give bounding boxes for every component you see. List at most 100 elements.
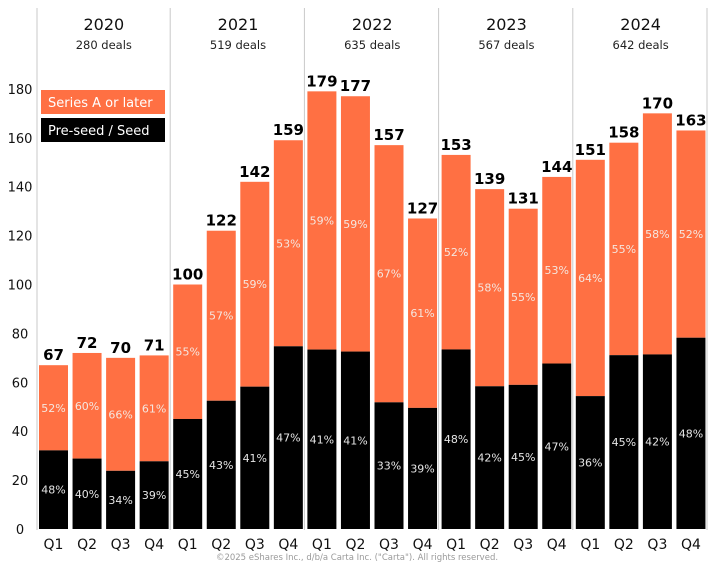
year-dividers xyxy=(36,8,708,530)
bar-total-label: 163 xyxy=(675,111,706,129)
bar-segment-series-a xyxy=(273,140,303,347)
y-tick-label: 80 xyxy=(12,327,29,342)
y-tick-label: 160 xyxy=(8,132,33,147)
bar-segment-series-a xyxy=(575,159,605,397)
copyright-footer: ©2025 eShares Inc., d/b/a Carta Inc. ("C… xyxy=(216,553,498,563)
legend-swatch-seed xyxy=(41,118,165,142)
year-label: 2024 xyxy=(620,15,661,34)
seed-pct-label: 41% xyxy=(343,434,367,447)
bar-segment-seed xyxy=(39,450,68,529)
legend-label-series-a: Series A or later xyxy=(48,96,153,111)
bar-segment-seed xyxy=(240,386,270,529)
seed-pct-label: 39% xyxy=(142,489,166,502)
seed-pct-label: 40% xyxy=(75,488,99,501)
bar-total-label: 170 xyxy=(642,94,673,112)
y-tick-label: 20 xyxy=(12,474,29,489)
bar-segment-seed xyxy=(307,349,337,529)
series-a-pct-label: 67% xyxy=(377,268,401,281)
bar-segment-seed xyxy=(575,396,605,529)
quarter-label: Q2 xyxy=(345,537,365,553)
series-a-pct-label: 58% xyxy=(645,228,669,241)
seed-pct-label: 33% xyxy=(377,460,401,473)
series-a-pct-label: 61% xyxy=(142,402,166,415)
quarter-label: Q3 xyxy=(379,537,399,553)
legend-label-seed: Pre-seed / Seed xyxy=(48,124,150,139)
series-a-pct-label: 66% xyxy=(108,408,132,421)
quarter-label: Q1 xyxy=(446,537,466,553)
deal-count-label: 635 deals xyxy=(344,38,400,52)
bar-segment-seed xyxy=(475,386,505,529)
quarter-label: Q2 xyxy=(211,537,231,553)
deal-count-label: 567 deals xyxy=(478,38,534,52)
bar-segment-seed xyxy=(508,384,538,529)
series-a-pct-label: 55% xyxy=(612,243,636,256)
seed-pct-label: 47% xyxy=(276,432,300,445)
bar-segment-series-a xyxy=(106,357,136,471)
seed-pct-label: 48% xyxy=(679,427,703,440)
bar-segment-series-a xyxy=(408,218,438,408)
bar-segment-series-a xyxy=(206,230,236,401)
series-a-pct-label: 60% xyxy=(75,400,99,413)
bar-total-label: 157 xyxy=(373,126,404,144)
bar-total-label: 67 xyxy=(43,346,64,364)
bar-total-label: 139 xyxy=(474,170,505,188)
bar-segment-seed xyxy=(609,355,639,529)
year-label: 2022 xyxy=(352,15,393,34)
series-a-pct-label: 59% xyxy=(243,278,267,291)
seed-pct-label: 47% xyxy=(545,440,569,453)
bar-segment-series-a xyxy=(39,365,68,451)
seed-pct-label: 39% xyxy=(410,462,434,475)
legend: Series A or later Pre-seed / Seed xyxy=(41,90,165,142)
quarter-label: Q1 xyxy=(178,537,198,553)
series-a-pct-label: 53% xyxy=(276,237,300,250)
quarter-label: Q4 xyxy=(278,537,298,553)
quarter-label: Q3 xyxy=(111,537,131,553)
quarter-label: Q4 xyxy=(413,537,433,553)
bar-segment-series-a xyxy=(441,154,471,350)
bar-segment-series-a xyxy=(139,355,169,462)
bar-segment-series-a xyxy=(307,91,337,350)
series-a-pct-label: 52% xyxy=(679,228,703,241)
quarter-label: Q1 xyxy=(44,537,64,553)
bar-segment-series-a xyxy=(508,208,538,385)
bar-segment-series-a xyxy=(374,145,404,403)
seed-pct-label: 34% xyxy=(108,494,132,507)
legend-swatch-series-a xyxy=(41,90,165,114)
y-axis: 0 20 40 60 80 100 120 140 160 180 xyxy=(8,83,33,538)
bar-segment-seed xyxy=(542,363,572,529)
quarter-label: Q3 xyxy=(245,537,265,553)
seed-pct-label: 42% xyxy=(477,452,501,465)
series-a-pct-label: 55% xyxy=(175,346,199,359)
year-label: 2020 xyxy=(83,15,124,34)
bar-segment-seed xyxy=(676,337,706,529)
y-tick-label: 0 xyxy=(16,523,24,538)
seed-pct-label: 45% xyxy=(175,468,199,481)
quarter-labels: Q1 Q2 Q3 Q4 Q1 Q2 Q3 Q4 Q1 Q2 Q3 Q4 Q1 Q2 Q3 Q4 Q1 Q2 Q3 Q4 xyxy=(44,537,701,553)
series-a-pct-label: 59% xyxy=(343,218,367,231)
series-a-pct-label: 58% xyxy=(477,282,501,295)
year-headers: 2020 280 deals 2021 519 deals 2022 635 deals 2… xyxy=(76,15,669,52)
bar-total-label: 142 xyxy=(239,163,270,181)
bar-segment-seed xyxy=(139,461,169,529)
y-tick-label: 100 xyxy=(8,279,33,294)
bar-segment-seed xyxy=(106,470,136,529)
series-a-pct-label: 64% xyxy=(578,272,602,285)
bar-segment-series-a xyxy=(475,189,505,387)
deal-count-label: 642 deals xyxy=(613,38,669,52)
seed-pct-label: 41% xyxy=(310,433,334,446)
series-a-pct-label: 59% xyxy=(310,214,334,227)
bar-segment-series-a xyxy=(72,352,102,459)
seed-pct-label: 48% xyxy=(41,484,65,497)
bar-total-label: 72 xyxy=(77,334,98,352)
y-tick-label: 60 xyxy=(12,376,29,391)
series-a-pct-label: 57% xyxy=(209,310,233,323)
bar-total-label: 70 xyxy=(110,339,131,357)
quarter-label: Q1 xyxy=(580,537,600,553)
bar-total-label: 71 xyxy=(144,336,165,354)
deal-count-label: 280 deals xyxy=(76,38,132,52)
quarter-label: Q4 xyxy=(681,537,701,553)
bar-total-label: 127 xyxy=(407,199,438,217)
y-tick-label: 40 xyxy=(12,425,29,440)
bar-segment-seed xyxy=(273,346,303,529)
bar-total-label: 159 xyxy=(273,121,304,139)
